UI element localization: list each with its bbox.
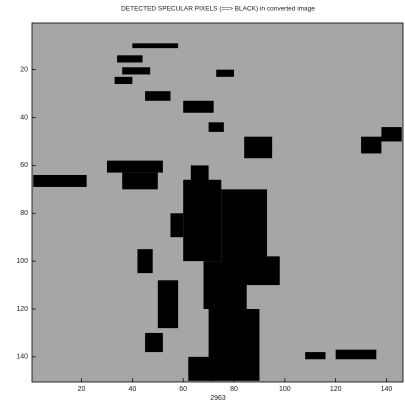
specular-region [244,136,273,159]
x-tick-label: 60 [179,386,187,393]
x-axis-label: 2963 [210,395,226,402]
specular-region [183,100,214,113]
y-tick-label: 140 [16,354,28,361]
specular-region [381,127,402,142]
specular-region [145,91,171,101]
y-tick-label: 20 [20,67,28,74]
y-tick-label: 60 [20,162,28,169]
specular-region [145,332,163,353]
specular-region [157,280,179,329]
specular-region [216,69,235,77]
specular-region [335,349,377,360]
specular-region [208,122,224,132]
specular-region [122,67,151,75]
y-tick-label: 40 [20,114,28,121]
specular-region [106,160,163,173]
y-tick-label: 80 [20,210,28,217]
x-tick-label: 100 [279,386,291,393]
specular-region [183,179,222,262]
specular-region [132,43,179,49]
specular-region [361,136,382,154]
x-tick-label: 120 [330,386,342,393]
specular-region [305,352,326,360]
x-tick-label: 140 [381,386,393,393]
specular-region [137,249,153,274]
plot-frame [31,22,404,383]
chart-title: DETECTED SPECULAR PIXELS (==> BLACK) in … [121,6,315,13]
specular-region [114,76,133,85]
x-tick-label: 20 [78,386,86,393]
specular-region [117,55,143,63]
y-tick-label: 100 [16,258,28,265]
specular-region [122,172,158,190]
specular-region [33,174,87,187]
specular-region [203,261,247,310]
specular-region [190,165,209,183]
x-tick-label: 40 [128,386,136,393]
x-tick-label: 80 [230,386,238,393]
specular-region [188,356,214,381]
specular-region [264,256,280,286]
specular-region [208,309,260,381]
specular-region [170,213,184,238]
y-tick-label: 120 [16,306,28,313]
